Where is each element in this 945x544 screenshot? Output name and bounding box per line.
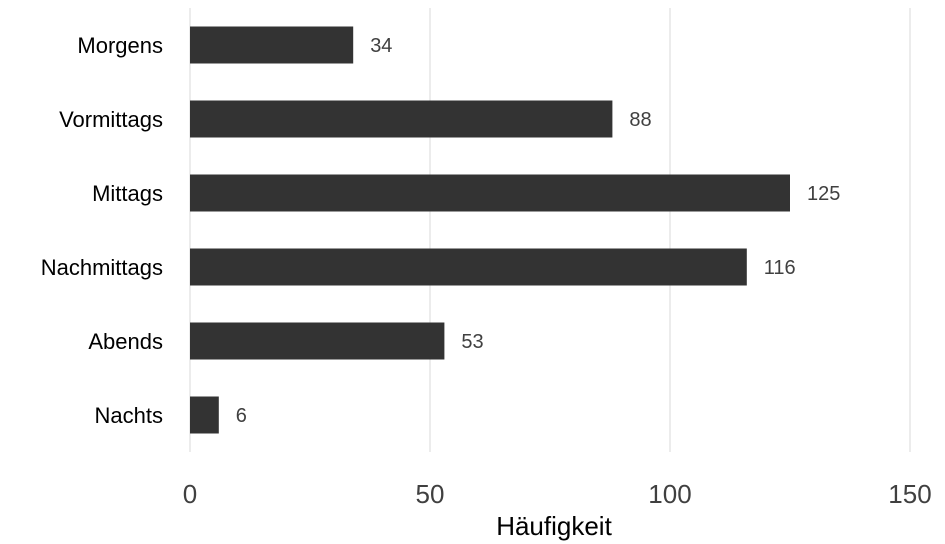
- data-label: 34: [370, 35, 392, 57]
- data-label: 125: [807, 183, 840, 205]
- category-label: Nachts: [95, 403, 163, 428]
- bar: [190, 322, 445, 360]
- x-tick-label: 50: [416, 479, 445, 509]
- category-label: Morgens: [77, 33, 163, 58]
- x-axis-title: Häufigkeit: [496, 511, 612, 541]
- category-label: Mittags: [92, 181, 163, 206]
- data-label: 6: [236, 405, 247, 427]
- category-labels-group: Morgens Vormittags Mittags Nachmittags Abend…: [41, 33, 163, 428]
- category-label: Nachmittags: [41, 255, 163, 280]
- data-label: 53: [461, 331, 483, 353]
- bars-group: [190, 26, 790, 434]
- bar: [190, 26, 354, 64]
- x-tick-label: 150: [888, 479, 931, 509]
- x-tick-label: 0: [183, 479, 197, 509]
- x-tick-label: 100: [648, 479, 691, 509]
- data-labels-group: 34 88 125 116 53 6: [236, 35, 841, 427]
- category-label: Abends: [88, 329, 163, 354]
- x-tick-labels-group: 0 50 100 150: [183, 479, 932, 509]
- grid-lines: [429, 8, 911, 452]
- bar: [190, 174, 790, 212]
- bar: [190, 248, 747, 286]
- category-label: Vormittags: [59, 107, 163, 132]
- bar: [190, 396, 219, 434]
- data-label: 116: [764, 257, 796, 279]
- data-label: 88: [629, 109, 651, 131]
- bar: [190, 100, 613, 138]
